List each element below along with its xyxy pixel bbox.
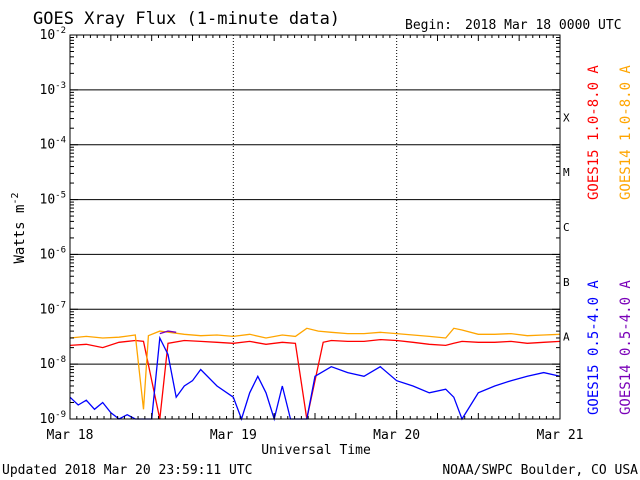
legend-item: GOES14 1.0-8.0 A [618,65,634,200]
legend: GOES15 1.0-8.0 A GOES14 1.0-8.0 A GOES15 0… [586,65,634,415]
legend-item: GOES15 0.5-4.0 A [586,280,602,415]
flare-class-label: A [563,331,570,344]
x-tick-label: Mar 19 [210,428,257,443]
y-tick-label: 10-4 [40,136,67,153]
series-line-2 [69,335,561,422]
series-line-0 [69,338,561,420]
axis-ticks: 10-9 10-8 10-7 10-6 10-5 10-4 10-3 10-2 Mar 18 Ma… [40,26,584,443]
series-line-1 [69,327,561,410]
legend-label: GOES15 1.0-8.0 A [586,65,602,200]
y-tick-label: 10-9 [40,410,67,427]
plot-frame [69,34,561,420]
y-tick-label: 10-3 [40,81,67,98]
series-lines [69,327,561,422]
chart-title: GOES Xray Flux (1-minute data) [33,9,340,29]
x-tick-label: Mar 21 [537,428,584,443]
legend-label: GOES15 0.5-4.0 A [586,280,602,415]
flare-class-label: M [563,166,570,179]
begin-label: Begin: [405,18,452,33]
y-axis-label: Watts m-2 [10,192,28,263]
y-tick-label: 10-8 [40,355,67,372]
legend-item: GOES14 0.5-4.0 A [618,280,634,415]
svg-text:Watts m-2: Watts m-2 [10,192,28,263]
y-tick-label: 10-7 [40,300,67,317]
source-credit: NOAA/SWPC Boulder, CO USA [442,463,638,478]
x-axis-label: Universal Time [261,443,371,458]
y-tick-label: 10-6 [40,245,67,262]
begin-value: 2018 Mar 18 0000 UTC [465,18,622,33]
updated-timestamp: Updated 2018 Mar 20 23:59:11 UTC [2,463,252,478]
legend-item: GOES15 1.0-8.0 A [586,65,602,200]
flare-class-label: X [563,111,570,124]
flare-class-label: C [563,221,570,234]
grid-lines [70,35,560,419]
flare-class-label: B [563,276,570,289]
legend-label: GOES14 0.5-4.0 A [618,280,634,415]
x-tick-label: Mar 18 [47,428,94,443]
y-tick-label: 10-2 [40,26,67,43]
y-tick-label: 10-5 [40,191,67,208]
series-line-3 [159,330,177,335]
x-tick-label: Mar 20 [373,428,420,443]
legend-label: GOES14 1.0-8.0 A [618,65,634,200]
